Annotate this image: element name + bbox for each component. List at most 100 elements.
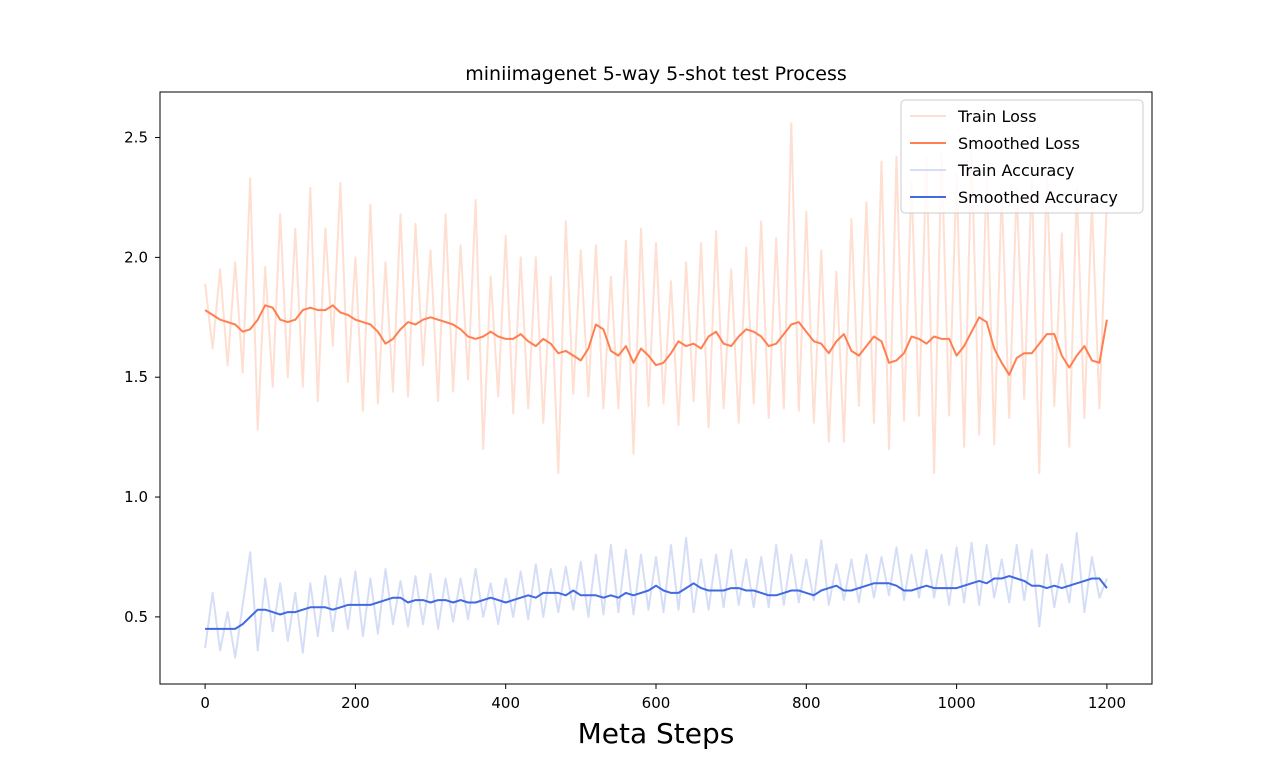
smoothed_acc-point	[527, 595, 529, 597]
smoothed_acc-point	[745, 590, 747, 592]
smoothed_acc-point	[1099, 578, 1101, 580]
train_loss-point	[738, 422, 740, 424]
smoothed_loss-point	[1039, 343, 1041, 345]
train_acc-point	[648, 609, 650, 611]
smoothed_loss-point	[836, 341, 838, 343]
train_acc-point	[227, 611, 229, 613]
x-tick-label: 800	[792, 694, 821, 712]
train_acc-point	[392, 623, 394, 625]
smoothed_acc-point	[490, 597, 492, 599]
smoothed_acc-point	[385, 599, 387, 601]
train_loss-point	[295, 228, 297, 230]
train_loss-point	[791, 122, 793, 124]
train_loss-point	[257, 429, 259, 431]
train_loss-point	[347, 381, 349, 383]
train_acc-point	[1008, 602, 1010, 604]
train_loss-point	[948, 415, 950, 417]
smoothed_loss-point	[821, 343, 823, 345]
train_loss-point	[963, 446, 965, 448]
smoothed_acc-point	[911, 590, 913, 592]
train_loss-point	[768, 417, 770, 419]
train_loss-point	[655, 242, 657, 244]
smoothed_loss-point	[482, 336, 484, 338]
smoothed_loss-point	[730, 345, 732, 347]
smoothed_loss-point	[648, 355, 650, 357]
train_acc-point	[287, 640, 289, 642]
train_loss-point	[437, 400, 439, 402]
train_acc-point	[595, 554, 597, 556]
smoothed_loss-point	[896, 360, 898, 362]
train_loss-point	[775, 237, 777, 239]
train_loss-point	[490, 276, 492, 278]
smoothed_acc-point	[234, 628, 236, 630]
train_acc-point	[956, 547, 958, 549]
smoothed_loss-point	[948, 338, 950, 340]
train_loss-point	[1099, 408, 1101, 410]
train_loss-point	[287, 376, 289, 378]
train_acc-point	[768, 607, 770, 609]
train_acc-point	[460, 578, 462, 580]
train_loss-point	[558, 472, 560, 474]
train_loss-point	[821, 249, 823, 251]
smoothed_acc-point	[693, 583, 695, 585]
smoothed_acc-point	[963, 585, 965, 587]
smoothed_loss-point	[535, 345, 537, 347]
smoothed_acc-point	[806, 592, 808, 594]
train_acc-point	[798, 602, 800, 604]
y-axis: 0.5 1.0 1.5 2.0 2.5	[124, 129, 160, 626]
smoothed_loss-point	[911, 336, 913, 338]
train_acc-point	[370, 578, 372, 580]
smoothed_loss-point	[986, 321, 988, 323]
legend-item-train_loss[interactable]: Train Loss	[910, 107, 1037, 126]
smoothed_acc-point	[445, 599, 447, 601]
smoothed_loss-point	[1084, 345, 1086, 347]
train_acc-point	[1016, 544, 1018, 546]
train_acc-point	[993, 597, 995, 599]
train_loss-point	[452, 391, 454, 393]
smoothed_loss-point	[505, 338, 507, 340]
smoothed_loss-point	[204, 309, 206, 311]
smoothed_acc-point	[821, 590, 823, 592]
x-tick-label: 600	[642, 694, 671, 712]
train_loss-point	[993, 444, 995, 446]
y-tick-label: 1.0	[124, 488, 148, 506]
smoothed_acc-point	[272, 611, 274, 613]
train_loss-point	[723, 408, 725, 410]
legend[interactable]: Train Loss Smoothed Loss Train Accuracy Smo…	[900, 99, 1144, 214]
train_acc-point	[212, 592, 214, 594]
train_loss-point	[279, 213, 281, 215]
train_loss-point	[392, 391, 394, 393]
smoothed_acc-point	[219, 628, 221, 630]
smoothed_loss-point	[377, 331, 379, 333]
smoothed_acc-point	[400, 597, 402, 599]
train_loss-point	[851, 218, 853, 220]
smoothed_loss-point	[881, 341, 883, 343]
train_loss-point	[588, 396, 590, 398]
train_loss-point	[362, 410, 364, 412]
smoothed_loss-point	[775, 343, 777, 345]
plot-frame	[159, 91, 1153, 685]
smoothed_acc-point	[1069, 585, 1071, 587]
smoothed_loss-point	[385, 343, 387, 345]
legend-item-smoothed_loss[interactable]: Smoothed Loss	[910, 134, 1080, 153]
train_loss-point	[377, 403, 379, 405]
smoothed_acc-point	[1054, 585, 1056, 587]
smoothed_acc-point	[828, 587, 830, 589]
smoothed_loss-point	[422, 319, 424, 321]
x-tick-label: 0	[200, 694, 210, 712]
x-tick-label: 400	[491, 694, 520, 712]
train_loss-point	[836, 271, 838, 273]
train_loss-point	[317, 400, 319, 402]
smoothed_acc-point	[1039, 585, 1041, 587]
train_loss-point	[1061, 233, 1063, 235]
train_acc-point	[723, 607, 725, 609]
smoothed_acc-point	[204, 628, 206, 630]
legend-item-smoothed_acc[interactable]: Smoothed Accuracy	[910, 188, 1118, 207]
smoothed_loss-point	[317, 309, 319, 311]
legend-item-train_acc[interactable]: Train Accuracy	[910, 161, 1075, 180]
smoothed_loss-point	[520, 333, 522, 335]
x-tick-label: 200	[341, 694, 370, 712]
smoothed_acc-point	[610, 595, 612, 597]
smoothed_acc-point	[918, 587, 920, 589]
smoothed_acc-point	[851, 590, 853, 592]
